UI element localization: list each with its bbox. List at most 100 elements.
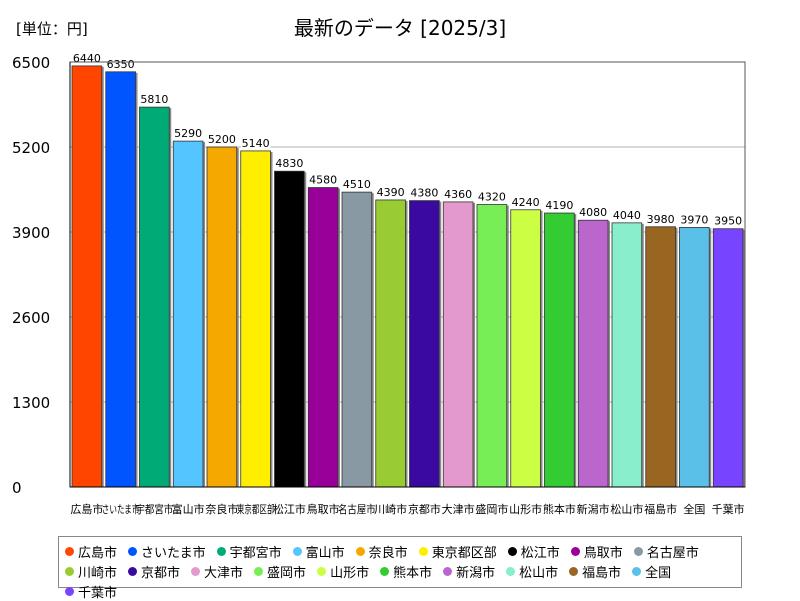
legend-marker — [191, 566, 201, 576]
legend-marker — [292, 546, 302, 556]
legend-item: 熊本市 — [380, 561, 432, 581]
bar — [544, 212, 575, 488]
data-label: 4390 — [377, 186, 405, 199]
data-label: 5290 — [174, 127, 202, 140]
data-label-bg — [274, 156, 305, 171]
legend-marker — [570, 546, 580, 556]
legend-item: 盛岡市 — [254, 561, 306, 581]
legend-label: 松江市 — [520, 545, 560, 561]
data-label-bg — [71, 50, 102, 65]
legend-label: 鳥取市 — [583, 545, 623, 561]
data-label: 4580 — [309, 174, 337, 187]
bar — [712, 228, 744, 488]
legend-item: 松江市 — [507, 541, 560, 561]
data-label-bg — [206, 132, 237, 146]
legend-item: 京都市 — [128, 561, 180, 581]
x-tick-label: 鳥取市 — [307, 502, 340, 516]
legend-label: 盛岡市 — [267, 565, 307, 581]
data-label: 4320 — [478, 191, 506, 204]
data-label: 4830 — [275, 157, 303, 170]
legend-item: 松山市 — [506, 561, 558, 581]
legend-item: 福島市 — [569, 561, 621, 581]
legend-label: 全国 — [645, 565, 672, 581]
data-label-bg — [139, 92, 170, 107]
legend-label: 福島市 — [582, 565, 622, 581]
x-tick-label: 名古屋市 — [338, 502, 376, 516]
bar — [375, 199, 406, 488]
x-tick-label: 広島市 — [70, 502, 103, 516]
legend-label: 山形市 — [330, 565, 370, 581]
data-label: 5140 — [242, 137, 270, 150]
bar — [442, 201, 474, 488]
x-tick-label: 福島市 — [644, 502, 677, 516]
bar — [105, 71, 136, 488]
data-label-bg — [308, 172, 339, 187]
legend-item: 新潟市 — [443, 561, 495, 581]
bar — [240, 150, 271, 488]
x-tick-label: 松山市 — [610, 502, 643, 516]
legend-marker — [507, 546, 517, 556]
bar — [611, 222, 643, 488]
legend-item: 鳥取市 — [570, 541, 623, 561]
legend-item: さいたま市 — [128, 541, 206, 561]
bar — [172, 140, 204, 488]
legend-marker — [216, 546, 226, 556]
x-tick-label: 千葉市 — [712, 502, 745, 516]
x-tick-label: さいたま市 — [102, 502, 140, 516]
bar — [510, 209, 541, 488]
legend-label: 松山市 — [519, 565, 559, 581]
data-label-bg — [645, 211, 676, 226]
data-label: 4510 — [343, 178, 371, 191]
legend-item: 奈良市 — [355, 541, 408, 561]
legend-item: 川崎市 — [65, 561, 117, 581]
bar — [476, 204, 508, 488]
bar — [274, 170, 305, 488]
data-label: 4240 — [512, 196, 540, 209]
bar — [409, 200, 440, 488]
legend-marker — [633, 546, 643, 556]
bar — [341, 191, 373, 488]
legend-item: 千葉市 — [65, 581, 117, 601]
data-label: 4190 — [545, 199, 573, 212]
y-tick-label: 0 — [12, 479, 22, 497]
x-tick-label: 宇都宮市 — [136, 502, 174, 516]
x-tick-label: 川崎市 — [374, 502, 407, 516]
legend-marker — [355, 546, 365, 556]
legend-label: 大津市 — [204, 565, 244, 581]
data-label-bg — [476, 189, 507, 204]
legend-label: 千葉市 — [78, 585, 118, 601]
data-label: 4040 — [613, 209, 641, 222]
legend-item: 名古屋市 — [633, 541, 699, 561]
legend-marker — [418, 546, 428, 556]
legend-label: 京都市 — [141, 565, 181, 581]
bar — [577, 219, 609, 488]
data-label-bg — [341, 177, 372, 192]
x-tick-label: 松江市 — [273, 502, 306, 516]
legend-label: 新潟市 — [456, 565, 496, 581]
legend-label: さいたま市 — [141, 545, 206, 561]
data-label-bg — [443, 186, 474, 201]
x-tick-label: 熊本市 — [543, 502, 576, 516]
x-tick-label: 全国 — [683, 502, 705, 516]
data-label: 4380 — [410, 187, 438, 200]
data-label: 4080 — [579, 206, 607, 219]
legend-label: 宇都宮市 — [229, 545, 282, 561]
legend-marker — [128, 546, 138, 556]
legend-marker — [317, 566, 327, 576]
legend-marker — [254, 566, 264, 576]
data-label: 4360 — [444, 188, 472, 201]
data-label-bg — [510, 194, 541, 209]
y-tick-label: 5200 — [12, 139, 50, 157]
chart-legend: 広島市 さいたま市 宇都宮市 富山市 奈良市 東京都区部 松江市 鳥取市 名古屋市 川崎市 京都市 大… — [58, 536, 742, 601]
chart-title: 最新のデータ [2025/3] — [293, 16, 507, 40]
data-label: 6440 — [73, 52, 101, 65]
data-label-bg — [409, 185, 440, 200]
legend-label: 富山市 — [305, 545, 345, 561]
data-label: 3980 — [647, 213, 675, 226]
legend-marker — [506, 566, 516, 576]
x-tick-label: 盛岡市 — [475, 502, 508, 516]
x-tick-label: 東京都区部 — [237, 502, 275, 516]
x-tick-label: 新潟市 — [577, 502, 610, 516]
legend-label: 川崎市 — [78, 565, 118, 581]
legend-label: 奈良市 — [368, 545, 408, 561]
